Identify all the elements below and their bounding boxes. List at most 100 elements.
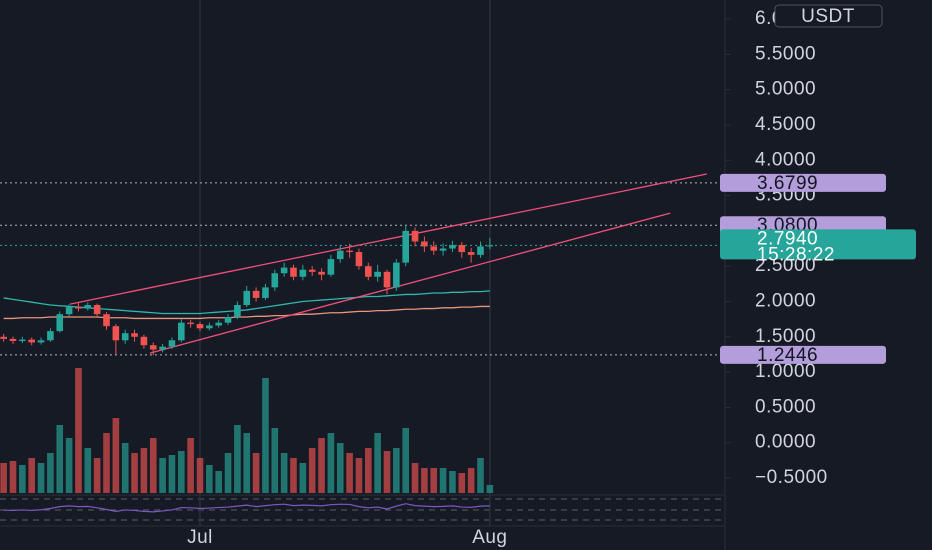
price-badge [720,345,886,364]
volume-bar [196,458,204,493]
volume-bar [430,468,438,493]
x-tick-label: Jul [187,527,213,548]
volume-bar [477,458,484,493]
candle-body [19,339,26,342]
y-tick-label: 1.0000 [755,361,816,382]
candle-body [75,307,82,309]
candle-body [393,262,400,288]
volume-bar [159,458,166,493]
candle-body [234,305,241,318]
volume-bar [271,428,279,493]
candle-body [374,271,381,277]
price-badge-label: 1.2446 [757,345,818,366]
volume-bar [346,453,353,493]
candle-body [215,322,222,326]
volume-bar [439,468,447,493]
candle-body [411,230,419,242]
countdown: 15:28:22 [757,244,835,265]
candle-body [121,333,129,341]
volume-bar [215,471,222,493]
candle-body [252,290,260,298]
volume-bar [308,448,316,493]
trendline [69,173,707,305]
volume-bar [299,463,307,493]
candle-body [131,333,138,337]
y-tick-label: 5.0000 [755,79,816,100]
volume-bar [383,451,391,493]
volume-bar [224,453,232,493]
price-badge [720,229,916,260]
candle-body [290,267,297,277]
candle-body [56,314,64,332]
candle-body [84,305,92,309]
volume-bar [318,438,325,493]
candle-body [93,305,101,315]
volume-bar [112,418,120,493]
candle-body [458,244,466,253]
y-tick-label: −0.5000 [755,467,828,488]
volume-bar [0,463,7,493]
volume-bar [393,448,400,493]
volume-bar [280,453,288,493]
candle-body [37,340,45,343]
y-tick-label: 0.5000 [755,396,816,417]
volume-bar [28,458,35,493]
price-badge-label: 2.7940 [757,228,818,249]
volume-bar [178,451,185,493]
candle-body [318,271,325,275]
candle-body [178,322,185,341]
oscillator-line [3,503,490,513]
volume-bar [336,443,344,493]
candle-body [383,271,391,288]
price-badge-label: 3.6799 [757,173,818,194]
candle-body [477,246,484,255]
price-badge [720,173,886,192]
candle-body [28,339,35,343]
y-tick-label: 4.0000 [755,149,816,170]
candle-body [365,266,372,277]
volume-bar [149,438,157,493]
candle-body [243,290,251,306]
candle-body [439,248,447,251]
candle-body [168,340,176,347]
candle-body [430,246,438,251]
volume-bar [234,425,241,493]
volume-bar [103,433,110,493]
candle-body [112,326,120,341]
volume-bar [206,465,213,493]
candle-body [449,244,456,249]
volume-bar [449,471,456,493]
candle-body [0,336,7,339]
volume-bar [121,443,129,493]
volume-bar [421,468,428,493]
volume-bar [65,438,73,493]
candle-body [140,336,148,346]
candle-body [187,322,194,325]
volume-bar [458,473,466,493]
candle-body [47,331,54,341]
volume-bar [187,438,194,493]
candle-body [336,250,344,260]
candle-body [355,252,363,267]
volume-bar [9,461,17,493]
y-tick-label: 0.0000 [755,432,816,453]
volume-bar [355,458,363,493]
volume-bar [131,453,138,493]
volume-bar [93,458,101,493]
volume-bar [168,455,176,493]
candle-body [262,287,269,298]
candle-body [402,230,409,263]
volume-bar [262,378,269,493]
candle-body [196,324,204,329]
y-tick-label: 1.5000 [755,326,816,347]
y-tick-label: 5.5000 [755,43,816,64]
candle-body [271,273,279,288]
volume-bar [365,448,372,493]
currency-badge [774,4,883,28]
trendline [149,212,671,354]
moving-average [3,305,490,320]
volume-bar [37,463,45,493]
candle-body [224,317,232,323]
volume-bar [327,433,335,493]
